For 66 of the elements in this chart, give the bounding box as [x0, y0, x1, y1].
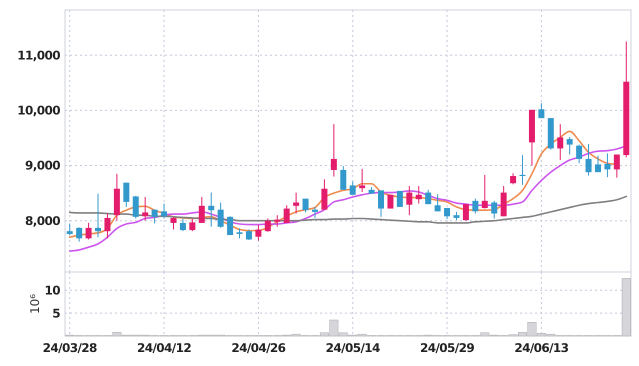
candlestick [538, 102, 544, 119]
candlestick [406, 185, 412, 216]
y-tick-label: 9,000 [25, 158, 60, 173]
candlestick [180, 218, 186, 232]
candlestick [330, 124, 337, 178]
candlestick [462, 203, 469, 222]
candlestick [500, 185, 507, 217]
candlestick [312, 206, 318, 218]
candlestick [350, 181, 356, 196]
x-tick-label: 24/06/13 [514, 341, 569, 355]
candlestick [170, 216, 176, 230]
candlestick [86, 222, 92, 240]
x-tick-label: 24/04/26 [231, 341, 286, 355]
candlestick [302, 198, 309, 213]
candlestick [416, 185, 422, 204]
candlestick [586, 144, 592, 176]
x-tick-label: 24/05/29 [420, 341, 474, 355]
candlestick [189, 218, 196, 232]
candlestick [396, 190, 403, 208]
candlestick [378, 190, 384, 218]
y-tick-label: 10,000 [17, 104, 60, 118]
candlestick [340, 166, 346, 190]
candlestick [104, 213, 110, 239]
candlestick [255, 224, 262, 242]
candlestick [604, 152, 610, 178]
candlestick [566, 136, 573, 156]
candlestick [227, 216, 234, 236]
candlestick [359, 168, 366, 193]
candlestick [425, 189, 432, 205]
candlestick [321, 178, 328, 210]
candlestick [557, 124, 564, 161]
x-tick-label: 24/05/14 [326, 341, 380, 355]
candlestick [520, 154, 526, 186]
candlestick [594, 155, 601, 173]
candlestick [614, 154, 620, 178]
candlestick [142, 196, 148, 222]
candlestick [76, 226, 82, 242]
candlestick [472, 198, 478, 214]
candlestick [434, 194, 441, 212]
candlestick [132, 195, 139, 219]
y-tick-label: 8,000 [25, 214, 60, 228]
y-tick-label: 5 [52, 306, 60, 320]
candlestick [95, 193, 102, 238]
candlestick [264, 218, 271, 232]
candlestick [123, 182, 130, 208]
x-tick-label: 24/04/12 [137, 341, 192, 355]
candlestick [482, 174, 488, 210]
candlestick [152, 209, 158, 224]
candlestick [66, 222, 73, 236]
candlestick [208, 192, 214, 228]
candlestick [236, 228, 243, 239]
y-tick-label: 10 [44, 283, 60, 298]
candlestick [218, 202, 224, 228]
candlestick [284, 204, 290, 224]
candlestick [510, 172, 516, 185]
candlestick [444, 208, 450, 220]
y-tick-label: 11,000 [17, 48, 60, 62]
candlestick [576, 144, 582, 164]
candlestick [198, 196, 205, 224]
y-axis-title: 10⁶ [28, 294, 42, 314]
candlestick [293, 192, 300, 214]
candlestick [491, 200, 498, 219]
candlestick [274, 214, 280, 228]
candlestick [246, 229, 252, 241]
x-tick-label: 24/03/28 [42, 341, 97, 355]
candlestick [161, 203, 168, 219]
